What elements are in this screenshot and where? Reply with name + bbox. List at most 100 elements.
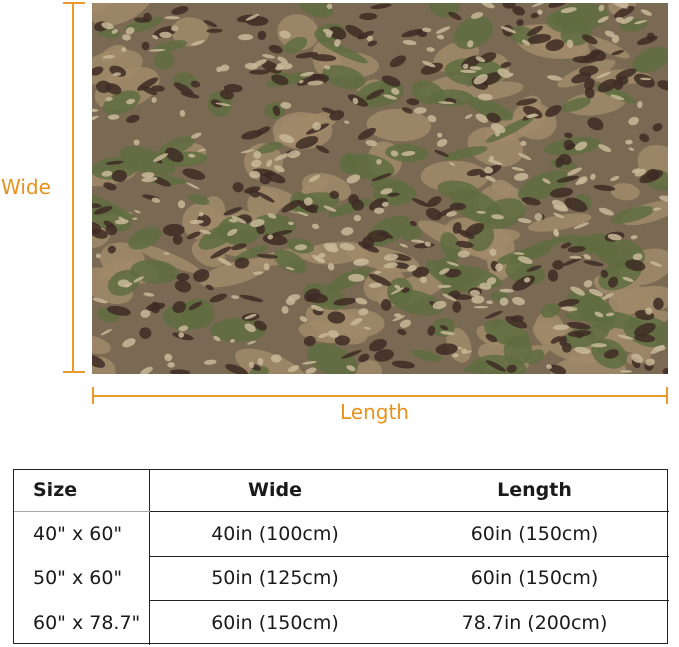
camo-blob [569, 255, 583, 259]
camo-blob [424, 241, 431, 247]
camo-blob [526, 265, 542, 272]
camo-blob [530, 12, 540, 19]
camo-blob [439, 268, 450, 275]
camo-blob [223, 83, 243, 93]
camo-blob [590, 173, 596, 180]
camo-blob [617, 334, 634, 340]
camo-blob [126, 114, 140, 124]
camo-blob [615, 16, 625, 23]
camo-blob [92, 297, 108, 304]
camo-blob [280, 102, 292, 109]
camo-blob [326, 3, 333, 10]
camo-blob [323, 65, 331, 70]
camo-blob [294, 244, 307, 251]
camo-blob [180, 91, 200, 99]
camo-blob [406, 98, 420, 106]
camo-blob [368, 197, 388, 211]
camo-blob [439, 325, 449, 331]
camo-blob [328, 26, 347, 40]
camo-blob [378, 231, 394, 239]
camo-blob [128, 227, 162, 250]
camo-blob [449, 162, 456, 166]
camo-blob [421, 27, 432, 33]
camo-blob [490, 123, 506, 134]
camo-blob [452, 222, 462, 234]
camo-blob [434, 149, 449, 157]
camo-blob [435, 26, 451, 34]
camo-blob [343, 153, 395, 181]
camo-blob [368, 338, 387, 352]
camo-blob [455, 240, 474, 249]
camo-blob [545, 39, 565, 52]
length-label: Length [340, 400, 409, 424]
camo-blob [500, 26, 517, 34]
camo-blob [307, 80, 324, 86]
camo-blob [250, 219, 265, 228]
camo-blob [249, 170, 261, 179]
camo-blob [574, 141, 588, 151]
camo-blob [604, 30, 616, 38]
camo-blob [119, 146, 176, 176]
camo-blob [358, 308, 369, 316]
camo-blob [575, 177, 586, 186]
camo-blob [383, 262, 398, 269]
camo-blob [450, 294, 473, 300]
camo-blob [552, 324, 570, 331]
camo-blob [271, 230, 293, 236]
camo-blob [311, 223, 320, 230]
camo-blob [476, 210, 487, 214]
camo-blob [205, 284, 214, 291]
camo-blob [376, 158, 382, 165]
camo-blob [228, 218, 237, 223]
camo-blob [527, 213, 592, 232]
camo-blob [499, 288, 514, 293]
camo-blob [604, 349, 619, 359]
camo-blob [560, 242, 572, 249]
camo-blob [255, 126, 271, 136]
camo-blob [288, 365, 300, 373]
camo-blob [640, 9, 652, 16]
camo-blob [602, 293, 614, 300]
camo-blob [619, 370, 633, 373]
camo-blob [298, 79, 304, 84]
camo-blob [107, 114, 120, 120]
cell-length: 60in (150cm) [400, 556, 669, 602]
camo-blob [443, 146, 488, 161]
camo-blob [133, 242, 201, 274]
camo-blob [411, 80, 445, 105]
camo-blob [273, 165, 285, 173]
camo-blob [567, 245, 586, 253]
camo-blob [302, 361, 317, 365]
camo-blob [547, 269, 559, 282]
camo-blob [102, 55, 115, 59]
camo-blob [633, 322, 656, 337]
camo-blob [659, 195, 668, 203]
camo-blob [231, 243, 247, 251]
camo-blob [526, 25, 544, 37]
camo-blob [573, 222, 590, 230]
camo-blob [391, 360, 416, 369]
camo-blob [235, 348, 309, 374]
camo-blob [325, 31, 332, 38]
camo-blob [611, 34, 620, 44]
camo-blob [215, 102, 231, 107]
camo-blob [616, 75, 629, 86]
camo-blob [318, 333, 329, 338]
camo-blob [105, 96, 113, 102]
camo-blob [595, 71, 611, 79]
camo-blob [520, 140, 527, 147]
camo-blob [197, 148, 206, 152]
camo-blob [121, 47, 127, 53]
camo-blob [164, 147, 184, 163]
table-row: 60" x 78.7" 60in (150cm) 78.7in (200cm) [13, 600, 669, 645]
camo-blob [248, 361, 255, 369]
camo-blob [213, 335, 221, 342]
camo-blob [178, 325, 189, 332]
camo-blob [548, 3, 568, 8]
camo-blob [95, 253, 101, 259]
camo-blob [112, 72, 122, 77]
camo-blob [588, 288, 603, 297]
camo-blob [299, 3, 334, 18]
camo-blob [516, 19, 524, 26]
camo-blob [610, 94, 625, 101]
